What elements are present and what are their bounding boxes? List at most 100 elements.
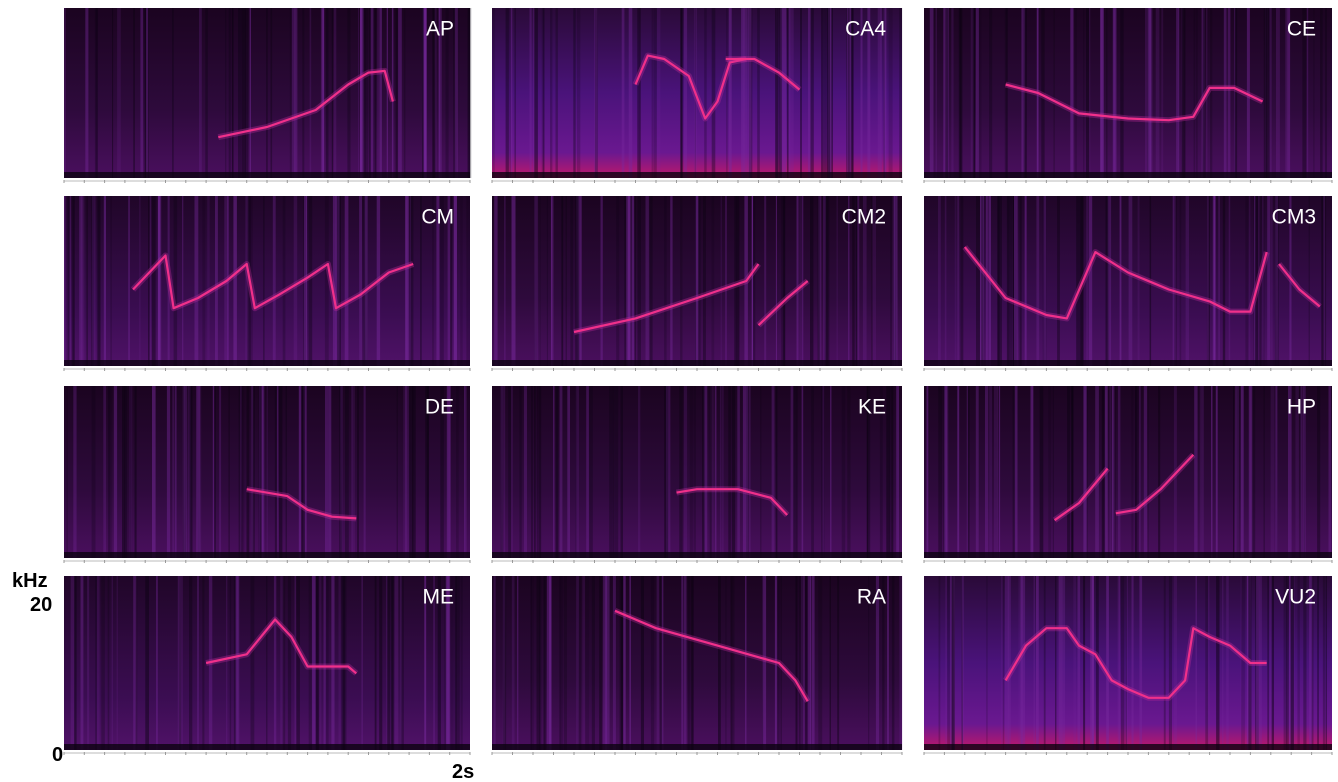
noise-stripe [1213,196,1215,366]
noise-stripe [781,196,785,366]
noise-stripe [737,386,740,558]
noise-stripe [879,386,883,558]
panel-label: CA4 [845,18,886,41]
noise-stripe [426,386,429,558]
noise-stripe [440,386,444,558]
noise-stripe [198,386,202,558]
noise-stripe [492,8,495,178]
noise-stripe [746,386,749,558]
noise-stripe [960,196,964,366]
panel-label: ME [423,586,455,609]
noise-stripe [967,386,970,558]
noise-stripe [692,576,694,750]
noise-stripe [1210,8,1213,178]
noise-stripe [589,386,593,558]
noise-stripe [850,8,854,178]
noise-stripe [714,386,717,558]
spectrogram-panel: CM3 [923,196,1333,371]
noise-stripe [804,576,807,750]
noise-stripe [1025,196,1027,366]
noise-stripe [1218,196,1220,366]
noise-stripe [543,576,546,750]
noise-stripe [246,196,251,366]
noise-stripe [1120,576,1125,750]
noise-stripe [364,8,368,178]
noise-stripe [683,576,687,750]
noise-stripe [1014,196,1016,366]
noise-stripe [305,196,307,366]
noise-stripe [818,576,823,750]
noise-stripe [699,196,701,366]
noise-stripe [810,196,814,366]
noise-stripe [368,8,371,178]
noise-stripe [98,196,101,366]
noise-stripe [140,8,144,178]
noise-stripe [1234,8,1236,178]
noise-stripe [107,576,110,750]
noise-stripe [263,196,265,366]
noise-stripe [156,576,158,750]
noise-stripe [85,8,89,178]
noise-stripe [187,386,191,558]
noise-stripe [245,196,249,366]
noise-stripe [94,8,98,178]
noise-stripe [273,576,277,750]
noise-stripe [638,386,641,558]
noise-stripe [509,8,511,178]
baseline-band [492,172,902,178]
noise-stripe [1303,386,1305,558]
noise-stripe [152,386,156,558]
noise-stripe [1131,386,1134,558]
noise-stripe [989,386,993,558]
noise-stripe [315,576,320,750]
noise-stripe [294,576,296,750]
spectrogram-panel: CM [63,196,471,371]
noise-stripe [546,196,548,366]
noise-stripe [899,576,903,750]
noise-stripe [825,8,829,178]
noise-stripe [893,196,897,366]
noise-stripe [943,386,947,558]
noise-stripe [412,386,416,558]
noise-stripe [567,386,570,558]
noise-stripe [1117,576,1120,750]
noise-stripe [1275,386,1278,558]
noise-stripe [325,386,329,558]
noise-stripe [943,8,947,178]
noise-stripe [848,8,852,178]
noise-stripe [511,196,516,366]
noise-stripe [957,196,960,366]
noise-stripe [423,8,427,178]
noise-stripe [205,8,208,178]
noise-stripe [1002,576,1005,750]
noise-stripe [66,386,68,558]
noise-stripe [1275,386,1278,558]
noise-stripe [1222,196,1226,366]
noise-stripe [1139,576,1143,750]
noise-stripe [888,8,893,178]
spectrogram-panel: CM2 [491,196,903,371]
noise-stripe [883,8,885,178]
noise-stripe [422,8,425,178]
noise-stripe [883,8,887,178]
noise-stripe [952,576,955,750]
noise-stripe [432,196,435,366]
noise-stripe [591,576,595,750]
noise-stripe [103,196,106,366]
noise-stripe [291,8,294,178]
noise-stripe [950,576,955,750]
noise-stripe [775,8,779,178]
noise-stripe [1263,386,1265,558]
noise-stripe [338,576,341,750]
noise-stripe [645,196,649,366]
noise-stripe [1036,196,1040,366]
noise-stripe [848,8,852,178]
noise-stripe [810,8,814,178]
noise-stripe [1223,8,1227,178]
noise-stripe [531,386,533,558]
noise-stripe [857,196,860,366]
noise-stripe [890,196,893,366]
noise-stripe [1195,576,1197,750]
noise-stripe [405,386,408,558]
noise-stripe [696,196,699,366]
